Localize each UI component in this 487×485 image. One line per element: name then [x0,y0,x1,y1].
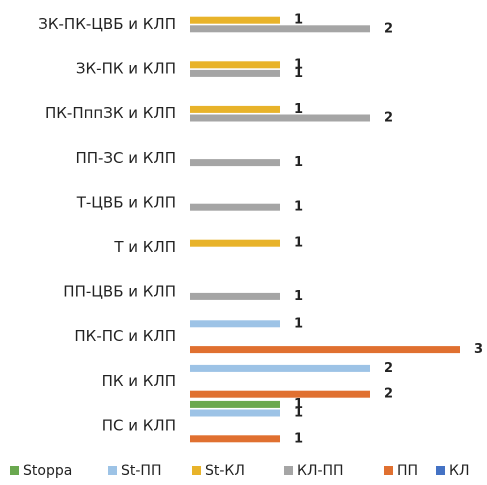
bar [190,320,280,328]
data-label: 1 [294,406,303,421]
bar [190,69,280,77]
category-label: ПП-ЗС и КЛП [75,149,176,167]
legend-label: St-КЛ [205,463,245,479]
data-label: 1 [294,155,303,170]
legend-label: ПП [397,463,418,479]
legend-swatch [284,466,293,475]
category-label: Т-ЦВБ и КЛП [76,193,176,211]
legend-label: Stoppa [23,463,72,479]
legend-swatch [436,466,445,475]
bar [190,114,370,122]
bar [190,25,370,33]
data-label: 1 [294,200,303,215]
bar [190,409,280,417]
data-label: 1 [294,316,303,331]
category-label: ПК и КЛП [102,372,176,390]
category-label: Т и КЛП [113,238,176,256]
legend-swatch [108,466,117,475]
data-label: 1 [294,57,303,72]
data-label: 1 [294,102,303,117]
bar [190,346,460,354]
bar [190,105,280,113]
legend-swatch [192,466,201,475]
legend-label: КЛ [449,463,469,479]
data-label: 1 [294,431,303,446]
legend-label: St-ПП [121,463,161,479]
data-label: 2 [384,21,393,36]
data-label: 1 [294,236,303,251]
data-label: 1 [294,66,303,81]
legend-label: КЛ-ПП [297,463,344,479]
data-label: 2 [384,387,393,402]
data-label: 2 [384,111,393,126]
bar [190,203,280,211]
data-label: 1 [294,13,303,28]
category-label: ЗК-ПК и КЛП [76,60,176,78]
bar [190,292,280,300]
category-label: ПК-ПппЗК и КЛП [45,104,176,122]
bar [190,435,280,443]
bar [190,390,370,398]
bar [190,16,280,24]
category-label: ПП-ЦВБ и КЛП [63,283,176,301]
data-label: 3 [474,342,483,357]
legend-swatch [10,466,19,475]
data-label: 2 [384,361,393,376]
category-label: ЗК-ПК-ЦВБ и КЛП [38,15,176,33]
category-label: ПК-ПС и КЛП [74,327,176,345]
data-label: 1 [294,397,303,412]
bar [190,239,280,247]
category-label: ПС и КЛП [102,416,176,434]
bar [190,400,280,408]
data-label: 1 [294,289,303,304]
legend-swatch [384,466,393,475]
bar [190,61,280,69]
bar [190,159,280,167]
bar [190,364,370,372]
